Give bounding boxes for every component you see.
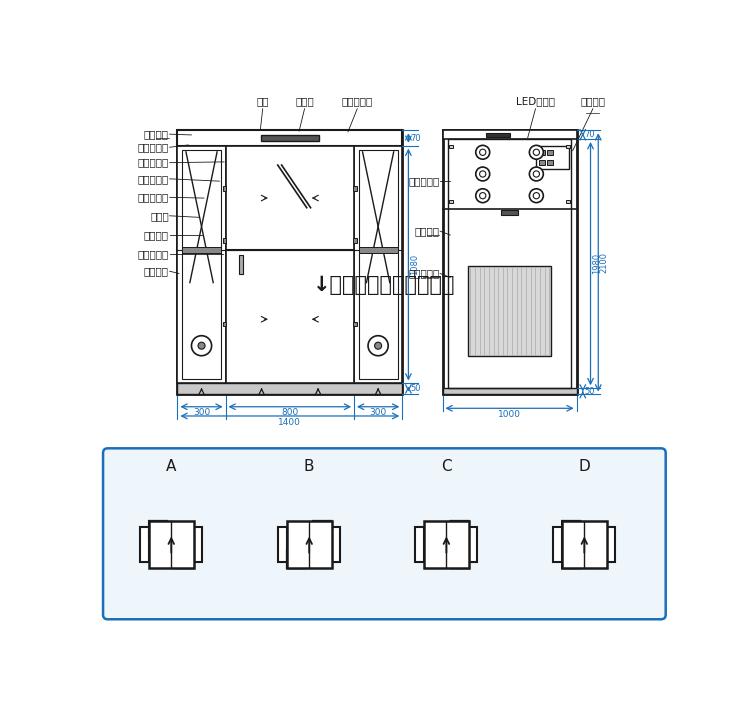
Bar — [178, 130, 402, 146]
Bar — [148, 521, 194, 569]
Text: LED照明灯: LED照明灯 — [516, 97, 555, 107]
Bar — [178, 130, 402, 395]
Bar — [566, 200, 569, 203]
Bar — [501, 210, 518, 215]
Circle shape — [191, 336, 211, 355]
Text: 不锈锤门: 不锈锤门 — [144, 266, 169, 276]
Circle shape — [530, 167, 543, 181]
Circle shape — [374, 342, 382, 349]
Text: 300: 300 — [193, 408, 210, 417]
Text: 静压筱: 静压筱 — [150, 211, 169, 221]
Text: 不锈锤噴口: 不锈锤噴口 — [138, 158, 169, 168]
Bar — [140, 527, 148, 562]
Bar — [226, 146, 354, 383]
Bar — [449, 200, 453, 203]
Bar — [607, 527, 615, 562]
Bar — [539, 150, 544, 155]
Text: D: D — [578, 458, 590, 474]
Bar — [442, 130, 577, 395]
Bar — [468, 266, 551, 356]
Text: 闭门器: 闭门器 — [296, 97, 314, 107]
Bar — [448, 139, 572, 388]
Text: B: B — [304, 458, 314, 474]
Text: 初效回风口: 初效回风口 — [138, 250, 169, 259]
Text: 800: 800 — [281, 408, 298, 417]
Bar — [486, 132, 509, 137]
Circle shape — [530, 189, 543, 203]
FancyBboxPatch shape — [103, 449, 666, 619]
Bar — [223, 238, 226, 243]
Bar — [554, 527, 562, 562]
Text: 控制面板: 控制面板 — [580, 97, 605, 107]
Text: 冷板噴塑: 冷板噴塑 — [144, 129, 169, 139]
Bar — [182, 150, 221, 379]
Bar — [182, 247, 221, 253]
Bar — [223, 186, 226, 191]
Bar — [539, 160, 544, 165]
Text: 不锈锤拉手: 不锈锤拉手 — [138, 192, 169, 203]
Bar — [416, 527, 424, 562]
Bar — [536, 146, 568, 169]
Text: 三相风机: 三相风机 — [144, 230, 169, 240]
Text: 300: 300 — [370, 408, 387, 417]
Text: 1000: 1000 — [498, 410, 521, 418]
Circle shape — [368, 336, 388, 355]
Bar — [353, 322, 357, 326]
Text: 玻璃观察窗: 玻璃观察窗 — [341, 97, 373, 107]
Bar — [278, 527, 286, 562]
Bar — [424, 521, 469, 569]
Circle shape — [476, 189, 490, 203]
Circle shape — [476, 145, 490, 159]
Bar — [469, 527, 477, 562]
Bar — [223, 322, 226, 326]
Bar — [178, 383, 402, 395]
Bar — [566, 144, 569, 149]
Text: 初效回风口: 初效回风口 — [408, 268, 440, 278]
Bar — [442, 388, 577, 395]
Text: 2100: 2100 — [600, 252, 609, 273]
Text: C: C — [441, 458, 452, 474]
Bar — [353, 238, 357, 243]
Circle shape — [198, 342, 205, 349]
Text: ↓直通型风淋室开门方向: ↓直通型风淋室开门方向 — [314, 275, 455, 295]
Text: 合页: 合页 — [256, 97, 269, 107]
Text: 1980: 1980 — [592, 253, 601, 274]
Bar — [547, 150, 553, 155]
Bar — [239, 255, 242, 274]
Text: 高效过滤器: 高效过滤器 — [138, 174, 169, 184]
Bar — [353, 186, 357, 191]
Text: 不锈锤噴口: 不锈锤噴口 — [408, 176, 440, 186]
Circle shape — [476, 167, 490, 181]
Bar — [194, 527, 202, 562]
Text: 红外探头: 红外探头 — [415, 226, 440, 236]
Text: 电器控制板: 电器控制板 — [138, 142, 169, 152]
Text: 50: 50 — [410, 384, 421, 393]
Circle shape — [530, 145, 543, 159]
Bar — [547, 160, 553, 165]
Text: 1080: 1080 — [410, 254, 419, 275]
Bar — [358, 247, 398, 253]
Bar — [178, 146, 226, 383]
Text: 50: 50 — [584, 387, 595, 396]
Bar — [261, 135, 319, 141]
Text: 70: 70 — [584, 130, 595, 139]
Bar — [562, 521, 607, 569]
Bar — [442, 130, 577, 139]
Text: 70: 70 — [410, 133, 421, 142]
Bar — [332, 527, 340, 562]
Bar — [358, 150, 398, 379]
Text: 1400: 1400 — [278, 418, 302, 426]
Bar — [286, 521, 332, 569]
Text: A: A — [166, 458, 176, 474]
Bar — [449, 144, 453, 149]
Bar — [354, 146, 402, 383]
